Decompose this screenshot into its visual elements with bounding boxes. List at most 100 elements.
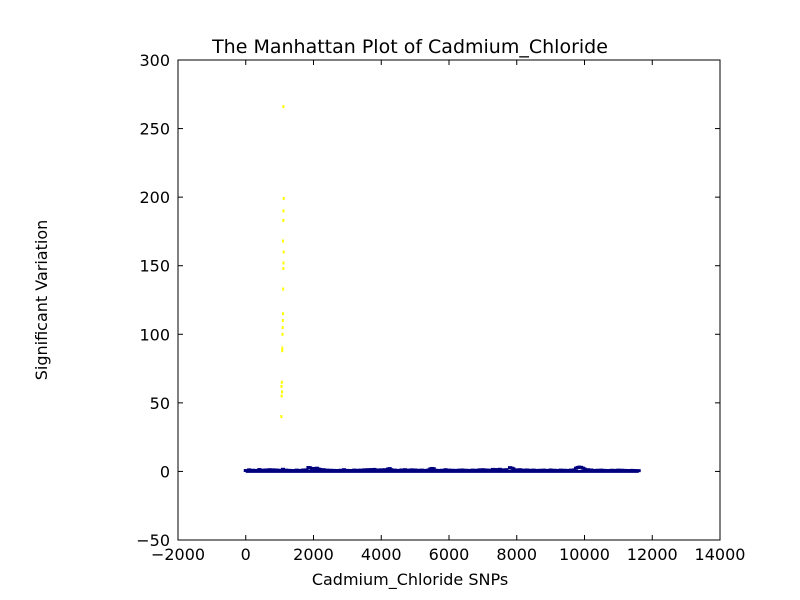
snp-point (355, 468, 360, 472)
snp-point (491, 467, 496, 471)
axis-ticks: −2000 0 2000 4000 6000 8000 10000 12000 14000−50… (136, 51, 745, 564)
snp-point (518, 468, 523, 472)
x-tick-label: 8000 (496, 545, 537, 564)
snp-point (609, 468, 614, 472)
snp-point (480, 468, 485, 472)
snp-point (247, 468, 252, 472)
y-tick-label: 300 (139, 51, 170, 70)
plot-frame (177, 59, 721, 541)
y-tick-label: 200 (139, 188, 170, 207)
snp-point (250, 468, 255, 472)
snp-point (433, 468, 438, 472)
significant-snp-point (282, 261, 285, 265)
x-tick-label: 6000 (429, 545, 470, 564)
x-tick-label: 0 (241, 545, 251, 564)
significant-snp-point (280, 415, 283, 419)
data-points (243, 105, 641, 473)
snp-point (589, 468, 594, 472)
y-tick-label: −50 (136, 531, 170, 550)
snp-point (626, 469, 631, 473)
snp-point (318, 467, 323, 471)
snp-point (440, 468, 445, 472)
snp-point (264, 468, 269, 472)
snp-point (616, 468, 621, 472)
snp-point (592, 468, 597, 472)
snp-point (545, 468, 550, 472)
y-tick-label: 150 (139, 257, 170, 276)
x-tick-label: 2000 (293, 545, 334, 564)
snp-point (585, 468, 590, 472)
significant-snp-point (280, 384, 283, 388)
snp-point (524, 468, 529, 472)
chart-title: The Manhattan Plot of Cadmium_Chloride (211, 36, 608, 58)
significant-snp-point (282, 312, 285, 316)
snp-point (328, 468, 333, 472)
snp-point (291, 469, 296, 473)
snp-point (365, 468, 370, 472)
snp-point (399, 468, 404, 472)
snp-point (568, 468, 573, 472)
snp-point (633, 469, 638, 473)
snp-point (369, 468, 374, 472)
significant-snp-point (282, 105, 285, 109)
snp-point (382, 468, 387, 472)
snp-point (636, 469, 641, 473)
snp-point (352, 468, 357, 472)
significant-snp-point (280, 394, 283, 398)
y-axis-title: Significant Variation (32, 220, 51, 381)
snp-point (379, 468, 384, 472)
snp-point (409, 468, 414, 472)
snp-point (267, 468, 272, 472)
significant-snp-point (281, 319, 284, 323)
y-tick-label: 250 (139, 120, 170, 139)
snp-point (470, 468, 475, 472)
snp-point (243, 469, 248, 473)
x-tick-label: −2000 (151, 545, 205, 564)
snp-point (277, 468, 282, 472)
snp-point (274, 468, 279, 472)
snp-point (341, 468, 346, 472)
snp-point (447, 468, 451, 472)
x-tick-label: 10000 (559, 545, 610, 564)
snp-point (301, 468, 306, 472)
significant-snp-point (280, 380, 283, 384)
snp-point (558, 468, 563, 472)
significant-snp-point (282, 239, 285, 243)
snp-point (402, 468, 407, 472)
snp-point (497, 467, 502, 471)
snp-point (484, 468, 489, 472)
snp-point (467, 468, 472, 472)
snp-point (375, 468, 380, 472)
snp-point (436, 468, 441, 472)
snp-point (389, 468, 394, 472)
significant-snp-point (281, 325, 284, 329)
snp-point (538, 468, 543, 472)
y-tick-label: 100 (139, 325, 170, 344)
y-tick-label: 0 (160, 462, 170, 481)
snp-point (602, 468, 607, 472)
snp-point (331, 468, 336, 472)
snp-point (535, 468, 540, 472)
significant-snp-point (282, 287, 285, 291)
snp-point (284, 468, 289, 472)
snp-point (511, 467, 516, 471)
snp-point (335, 469, 340, 473)
snp-point (623, 468, 628, 472)
snp-point (487, 468, 492, 472)
snp-point (257, 468, 262, 472)
snp-point (260, 468, 265, 472)
snp-point (501, 468, 506, 472)
snp-point (582, 467, 587, 471)
significant-snp-point (282, 197, 285, 201)
significant-snp-point (280, 390, 283, 394)
snp-point (406, 468, 411, 472)
snp-point (294, 468, 299, 472)
snp-point (514, 468, 519, 472)
snp-point (304, 468, 309, 472)
snp-point (606, 469, 611, 473)
significant-snp-point (281, 346, 284, 350)
snp-point (372, 467, 377, 471)
significant-snp-point (282, 218, 285, 222)
snp-point (253, 468, 258, 472)
